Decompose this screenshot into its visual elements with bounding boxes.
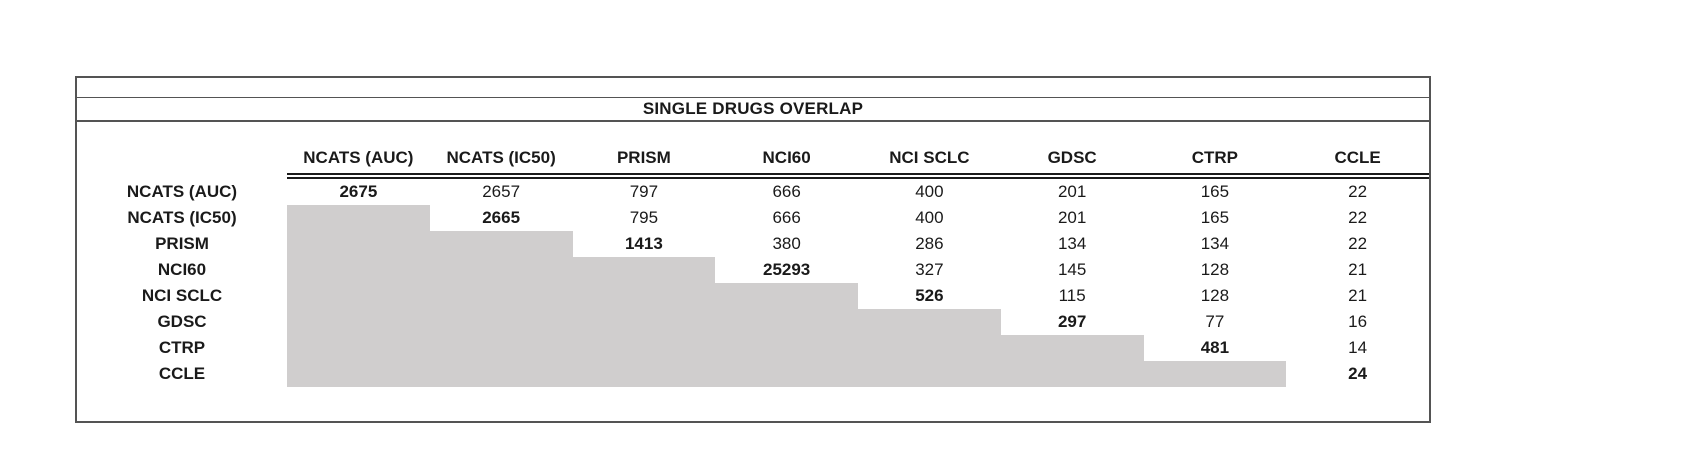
overlap-value-cell: 25293 [762, 260, 811, 279]
overlap-value-cell: 666 [772, 182, 801, 201]
table-row: NCATS (AUC) 2675 2657 797 666 400 201 165 22 [77, 179, 1429, 205]
empty-gray-cell [287, 309, 430, 335]
row-label: CTRP [158, 338, 206, 357]
overlap-value-cell: 380 [772, 234, 801, 253]
overlap-value-cell: 201 [1057, 182, 1087, 201]
overlap-value-cell: 134 [1200, 234, 1230, 253]
empty-gray-cell [429, 231, 573, 257]
table-row: NCI SCLC 526 115 128 21 [77, 283, 1429, 309]
overlap-value-cell: 22 [1348, 234, 1368, 253]
empty-gray-cell [1000, 335, 1144, 361]
empty-gray-cell [715, 335, 858, 361]
empty-gray-cell [572, 257, 716, 283]
column-header: PRISM [616, 148, 671, 167]
row-label: NCATS (IC50) [127, 208, 237, 227]
table-row: GDSC 297 77 16 [77, 309, 1429, 335]
overlap-value-cell: 795 [629, 208, 659, 227]
column-header: GDSC [1047, 148, 1097, 167]
overlap-value-cell: 128 [1200, 260, 1230, 279]
overlap-value-cell: 1413 [624, 234, 663, 253]
overlap-value-cell: 2675 [339, 182, 378, 201]
column-header: NCATS (IC50) [446, 148, 556, 167]
empty-gray-cell [715, 309, 858, 335]
column-header: NCATS (AUC) [303, 148, 414, 167]
empty-gray-cell [858, 335, 1001, 361]
empty-gray-cell [429, 361, 573, 387]
table-title: SINGLE DRUGS OVERLAP [77, 98, 1429, 122]
matrix-area: NCATS (AUC) NCATS (IC50) PRISM NCI60 NCI SCL… [77, 122, 1429, 421]
empty-gray-cell [429, 309, 573, 335]
overlap-value-cell: 22 [1348, 208, 1368, 227]
matrix-rows: NCATS (AUC) 2675 2657 797 666 400 201 165 22 NCAT… [77, 179, 1429, 387]
table-row: CTRP 481 14 [77, 335, 1429, 361]
column-header: CCLE [1334, 148, 1381, 167]
row-label: CCLE [158, 364, 206, 383]
empty-gray-cell [572, 335, 716, 361]
single-drugs-overlap-table: SINGLE DRUGS OVERLAP NCATS (AUC) NCATS (I… [75, 76, 1431, 423]
overlap-value-cell: 2657 [482, 182, 521, 201]
overlap-value-cell: 22 [1348, 182, 1368, 201]
empty-gray-cell [429, 335, 573, 361]
overlap-value-cell: 666 [772, 208, 801, 227]
overlap-value-cell: 201 [1057, 208, 1087, 227]
empty-gray-cell [1000, 361, 1144, 387]
empty-gray-cell [715, 361, 858, 387]
column-header: NCI60 [762, 148, 811, 167]
overlap-value-cell: 21 [1348, 260, 1368, 279]
overlap-value-cell: 165 [1200, 182, 1230, 201]
empty-gray-cell [287, 205, 430, 231]
table-row: NCATS (IC50) 2665 795 666 400 201 165 22 [77, 205, 1429, 231]
empty-gray-cell [429, 257, 573, 283]
empty-gray-cell [572, 309, 716, 335]
table-row: PRISM 1413 380 286 134 134 22 [77, 231, 1429, 257]
header-double-rule [287, 173, 1429, 179]
table-row: NCI60 25293 327 145 128 21 [77, 257, 1429, 283]
empty-gray-cell [287, 257, 430, 283]
overlap-value-cell: 286 [915, 234, 944, 253]
overlap-value-cell: 134 [1057, 234, 1087, 253]
overlap-value-cell: 2665 [482, 208, 521, 227]
table-row: CCLE 24 [77, 361, 1429, 387]
overlap-value-cell: 165 [1200, 208, 1230, 227]
row-label: NCATS (AUC) [126, 182, 238, 201]
top-empty-band [77, 78, 1429, 98]
overlap-value-cell: 115 [1058, 286, 1086, 305]
overlap-value-cell: 327 [915, 260, 944, 279]
empty-gray-cell [715, 283, 858, 309]
empty-gray-cell [287, 231, 430, 257]
empty-gray-cell [858, 309, 1001, 335]
overlap-value-cell: 24 [1348, 364, 1368, 383]
empty-gray-cell [572, 283, 716, 309]
row-label: GDSC [157, 312, 207, 331]
empty-gray-cell [287, 283, 430, 309]
column-header: NCI SCLC [889, 148, 970, 167]
overlap-value-cell: 16 [1348, 312, 1368, 331]
column-header: CTRP [1191, 148, 1239, 167]
overlap-value-cell: 797 [629, 182, 659, 201]
column-header-row: NCATS (AUC) NCATS (IC50) PRISM NCI60 NCI SCL… [287, 145, 1429, 171]
row-label: NCI SCLC [141, 286, 223, 305]
overlap-value-cell: 400 [915, 182, 944, 201]
overlap-value-cell: 128 [1200, 286, 1230, 305]
overlap-value-cell: 77 [1205, 312, 1225, 331]
overlap-value-cell: 145 [1057, 260, 1087, 279]
overlap-value-cell: 14 [1348, 338, 1368, 357]
overlap-value-cell: 21 [1348, 286, 1368, 305]
empty-gray-cell [1143, 361, 1287, 387]
empty-gray-cell [572, 361, 716, 387]
empty-gray-cell [858, 361, 1001, 387]
overlap-value-cell: 400 [915, 208, 944, 227]
row-label: NCI60 [157, 260, 207, 279]
row-label: PRISM [155, 234, 209, 253]
overlap-value-cell: 481 [1200, 338, 1230, 357]
empty-gray-cell [287, 361, 430, 387]
empty-gray-cell [287, 335, 430, 361]
overlap-value-cell: 526 [915, 286, 944, 305]
empty-gray-cell [429, 283, 573, 309]
overlap-value-cell: 297 [1057, 312, 1087, 331]
